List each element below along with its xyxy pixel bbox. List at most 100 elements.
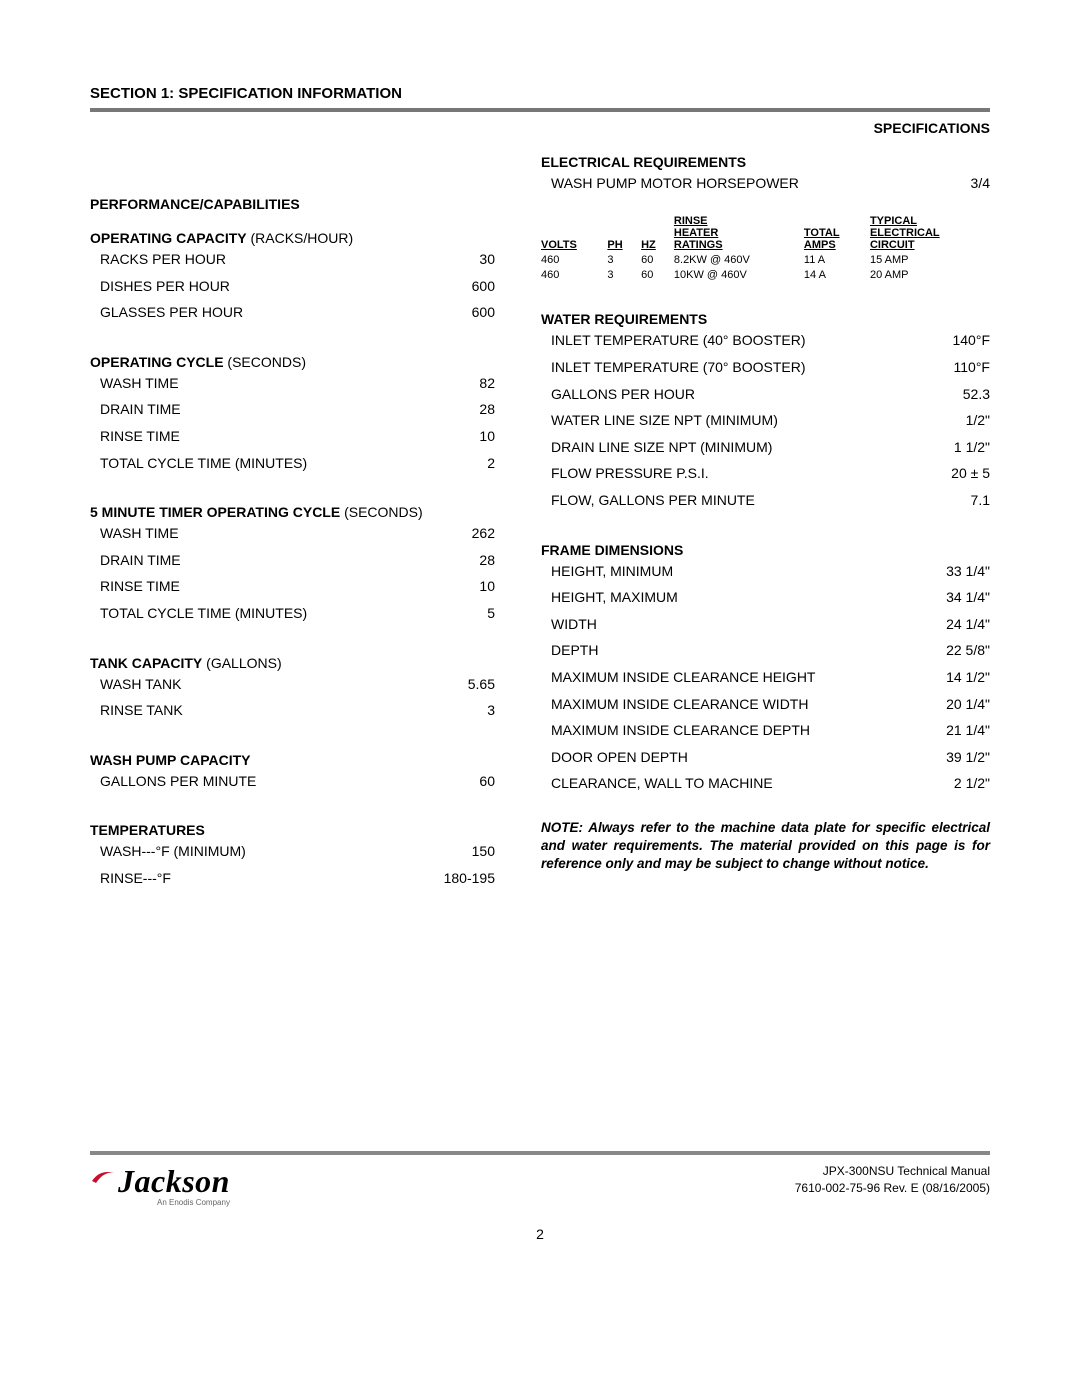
timer-cycle-block: 5 MINUTE TIMER OPERATING CYCLE (SECONDS)…	[90, 504, 495, 626]
spec-label: WASH TIME	[100, 370, 179, 397]
spec-value: 140°F	[952, 327, 990, 354]
spec-value: 110°F	[954, 354, 990, 381]
col-hz: HZ	[641, 215, 674, 253]
spec-value: 20 ± 5	[951, 460, 990, 487]
spec-label: MAXIMUM INSIDE CLEARANCE HEIGHT	[551, 664, 815, 691]
spec-row: GALLONS PER MINUTE 60	[90, 768, 495, 795]
spec-label: DISHES PER HOUR	[100, 273, 230, 300]
spec-label: GLASSES PER HOUR	[100, 299, 243, 326]
heading-paren: (GALLONS)	[202, 655, 281, 671]
temperatures-block: TEMPERATURES WASH---°F (MINIMUM)150RINSE…	[90, 822, 495, 891]
spec-value: 21 1/4"	[946, 717, 990, 744]
spec-row: MAXIMUM INSIDE CLEARANCE DEPTH 21 1/4"	[541, 717, 990, 744]
heading-text: 5 MINUTE TIMER OPERATING CYCLE	[90, 504, 340, 520]
spec-label: INLET TEMPERATURE (40° BOOSTER)	[551, 327, 806, 354]
spec-value: 1/2"	[966, 407, 990, 434]
spec-label: WASH TANK	[100, 671, 181, 698]
spec-row: CLEARANCE, WALL TO MACHINE2 1/2"	[541, 770, 990, 797]
spec-row: DRAIN LINE SIZE NPT (MINIMUM) 1 1/2"	[541, 434, 990, 461]
footer-rule	[90, 1151, 990, 1155]
table-cell: 10KW @ 460V	[674, 268, 804, 283]
spec-row: WATER LINE SIZE NPT (MINIMUM) 1/2"	[541, 407, 990, 434]
table-cell: 3	[607, 268, 641, 283]
logo-text: Jackson	[118, 1163, 230, 1200]
spec-label: GALLONS PER MINUTE	[100, 768, 256, 795]
water-block: WATER REQUIREMENTS INLET TEMPERATURE (40…	[541, 311, 990, 513]
spec-value: 28	[479, 396, 495, 423]
spec-label: WATER LINE SIZE NPT (MINIMUM)	[551, 407, 778, 434]
motor-hp-label: WASH PUMP MOTOR HORSEPOWER	[551, 170, 799, 197]
spec-row: WIDTH24 1/4"	[541, 611, 990, 638]
table-cell: 11 A	[804, 253, 870, 268]
table-cell: 15 AMP	[870, 253, 990, 268]
spec-label: CLEARANCE, WALL TO MACHINE	[551, 770, 773, 797]
logo-swoosh-icon	[90, 1167, 116, 1187]
spec-label: DRAIN TIME	[100, 547, 181, 574]
spec-value: 10	[479, 423, 495, 450]
frame-heading: FRAME DIMENSIONS	[541, 542, 990, 558]
heading-text: OPERATING CAPACITY	[90, 230, 247, 246]
spec-label: RINSE TANK	[100, 697, 183, 724]
performance-heading: PERFORMANCE/CAPABILITIES	[90, 196, 495, 212]
heading-text: TANK CAPACITY	[90, 655, 202, 671]
spec-row: RINSE TIME 10	[90, 573, 495, 600]
spec-label: RINSE TIME	[100, 573, 180, 600]
note-text: NOTE: Always refer to the machine data p…	[541, 819, 990, 874]
spec-row: RINSE TANK 3	[90, 697, 495, 724]
table-cell: 20 AMP	[870, 268, 990, 283]
elec-header-row: VOLTS PH HZ RINSEHEATERRATINGS TOTALAMPS…	[541, 215, 990, 253]
spec-label: RINSE TIME	[100, 423, 180, 450]
spec-label: DRAIN LINE SIZE NPT (MINIMUM)	[551, 434, 772, 461]
spec-row: FLOW, GALLONS PER MINUTE7.1	[541, 487, 990, 514]
spec-label: WASH---°F (MINIMUM)	[100, 838, 246, 865]
heading-text: OPERATING CYCLE	[90, 354, 224, 370]
spec-value: 60	[479, 768, 495, 795]
electrical-heading: ELECTRICAL REQUIREMENTS	[541, 154, 990, 170]
spec-row: DRAIN TIME28	[90, 396, 495, 423]
spec-row: HEIGHT, MAXIMUM34 1/4"	[541, 584, 990, 611]
heading-paren: (SECONDS)	[224, 354, 306, 370]
spec-value: 39 1/2"	[946, 744, 990, 771]
spec-value: 10	[479, 573, 495, 600]
footer: Jackson An Enodis Company JPX-300NSU Tec…	[0, 1151, 1080, 1207]
table-cell: 460	[541, 268, 607, 283]
water-heading: WATER REQUIREMENTS	[541, 311, 990, 327]
heading-paren: (RACKS/HOUR)	[247, 230, 354, 246]
spec-label: TOTAL CYCLE TIME (MINUTES)	[100, 600, 307, 627]
operating-cycle-block: OPERATING CYCLE (SECONDS) WASH TIME82DRA…	[90, 354, 495, 476]
table-row: 4603608.2KW @ 460V11 A15 AMP	[541, 253, 990, 268]
spec-row: TOTAL CYCLE TIME (MINUTES) 5	[90, 600, 495, 627]
spec-row: RINSE TIME 10	[90, 423, 495, 450]
spec-value: 22 5/8"	[946, 637, 990, 664]
spec-row: GLASSES PER HOUR600	[90, 299, 495, 326]
wash-pump-heading: WASH PUMP CAPACITY	[90, 752, 495, 768]
wash-pump-block: WASH PUMP CAPACITY GALLONS PER MINUTE 60	[90, 752, 495, 795]
spec-value: 262	[472, 520, 495, 547]
spec-value: 180-195	[444, 865, 495, 892]
specifications-label: SPECIFICATIONS	[90, 120, 990, 136]
spec-row: DEPTH22 5/8"	[541, 637, 990, 664]
operating-capacity-block: OPERATING CAPACITY (RACKS/HOUR) RACKS PE…	[90, 230, 495, 326]
spec-value: 3	[487, 697, 495, 724]
table-cell: 8.2KW @ 460V	[674, 253, 804, 268]
spec-row: GALLONS PER HOUR52.3	[541, 381, 990, 408]
spec-label: DOOR OPEN DEPTH	[551, 744, 688, 771]
spec-label: RACKS PER HOUR	[100, 246, 226, 273]
spec-row: WASH---°F (MINIMUM)150	[90, 838, 495, 865]
col-ph: PH	[607, 215, 641, 253]
spec-value: 1 1/2"	[954, 434, 990, 461]
spec-value: 7.1	[971, 487, 990, 514]
spec-label: MAXIMUM INSIDE CLEARANCE WIDTH	[551, 691, 808, 718]
spec-value: 600	[472, 273, 495, 300]
spec-label: HEIGHT, MINIMUM	[551, 558, 673, 585]
spec-row: TOTAL CYCLE TIME (MINUTES)2	[90, 450, 495, 477]
spec-row: MAXIMUM INSIDE CLEARANCE WIDTH20 1/4"	[541, 691, 990, 718]
section-title: SECTION 1: SPECIFICATION INFORMATION	[90, 85, 990, 102]
spec-value: 5.65	[468, 671, 495, 698]
spec-value: 24 1/4"	[946, 611, 990, 638]
manual-rev: 7610-002-75-96 Rev. E (08/16/2005)	[795, 1180, 990, 1197]
tank-capacity-block: TANK CAPACITY (GALLONS) WASH TANK5.65RIN…	[90, 655, 495, 724]
spec-value: 5	[487, 600, 495, 627]
electrical-table: VOLTS PH HZ RINSEHEATERRATINGS TOTALAMPS…	[541, 215, 990, 284]
spec-label: MAXIMUM INSIDE CLEARANCE DEPTH	[551, 717, 810, 744]
